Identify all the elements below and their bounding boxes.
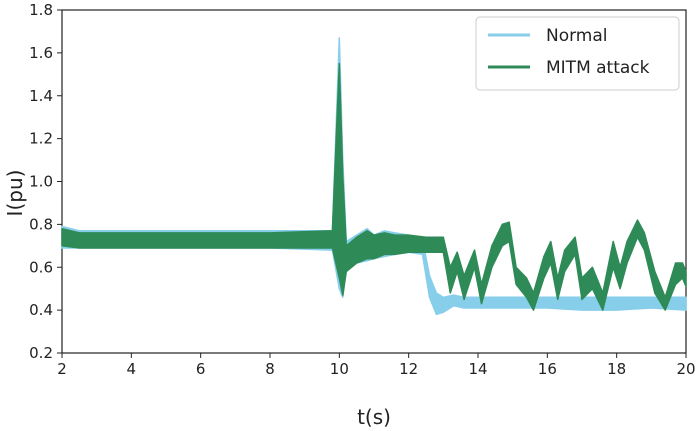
y-tick-label: 1.2 xyxy=(29,130,53,148)
y-tick-label: 1.0 xyxy=(29,173,53,191)
series-layer xyxy=(61,37,687,316)
y-tick-label: 0.4 xyxy=(29,301,53,319)
legend: Normal MITM attack xyxy=(475,16,680,91)
x-tick-label: 4 xyxy=(127,360,137,378)
x-axis-ticks: 2 4 6 8 10 12 14 16 18 20 xyxy=(57,353,696,378)
x-tick-label: 2 xyxy=(57,360,67,378)
y-tick-label: 1.4 xyxy=(29,87,53,105)
x-tick-label: 6 xyxy=(196,360,206,378)
legend-label-normal: Normal xyxy=(546,26,608,46)
y-tick-label: 1.6 xyxy=(29,44,53,62)
x-tick-label: 20 xyxy=(676,360,695,378)
x-tick-label: 16 xyxy=(538,360,557,378)
x-tick-label: 14 xyxy=(468,360,487,378)
y-tick-label: 0.8 xyxy=(29,215,53,233)
series-mitm-attack-band xyxy=(61,62,687,311)
x-tick-label: 18 xyxy=(607,360,626,378)
legend-label-mitm-attack: MITM attack xyxy=(546,58,650,78)
x-tick-label: 8 xyxy=(265,360,275,378)
y-axis-label: I(pu) xyxy=(3,170,27,217)
y-tick-label: 0.6 xyxy=(29,258,53,276)
x-tick-label: 12 xyxy=(399,360,418,378)
x-tick-label: 10 xyxy=(330,360,349,378)
y-tick-label: 0.2 xyxy=(29,344,53,362)
y-axis-ticks: 0.2 0.4 0.6 0.8 1.0 1.2 1.4 1.6 1.8 xyxy=(29,1,62,362)
x-axis-label: t(s) xyxy=(357,405,391,429)
y-tick-label: 1.8 xyxy=(29,1,53,19)
